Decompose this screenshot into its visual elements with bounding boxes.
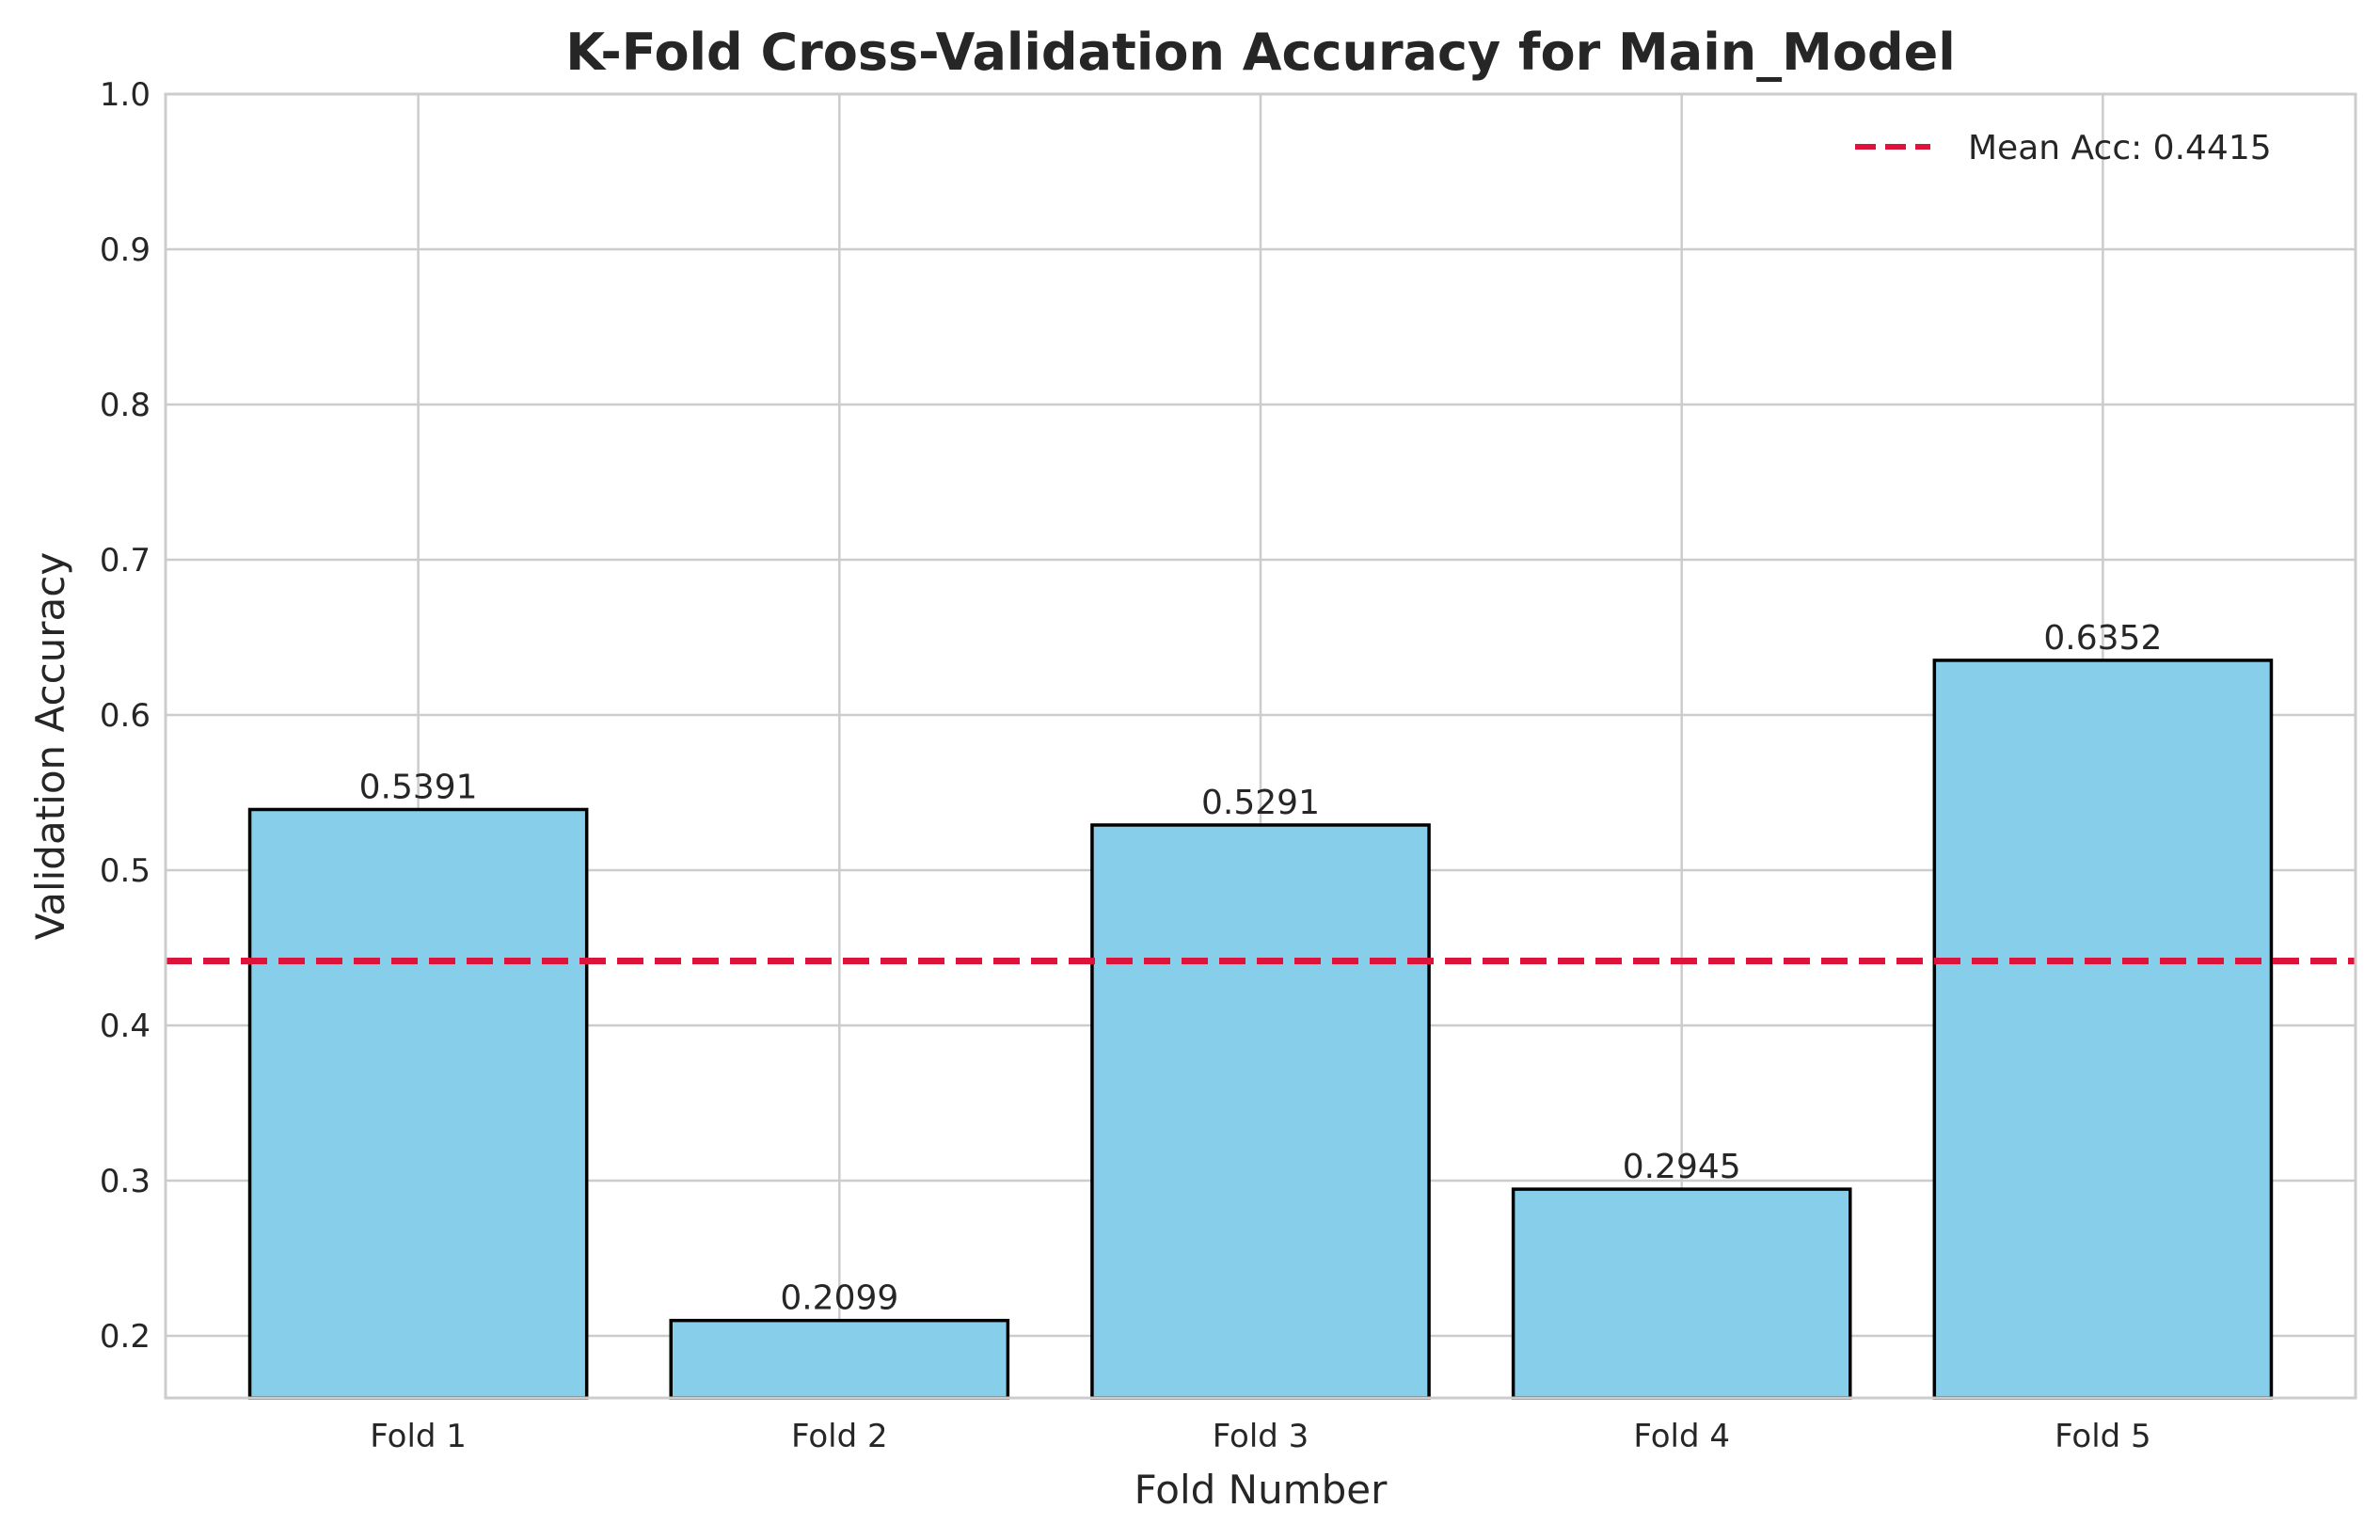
data-label-5: 0.6352: [2043, 619, 2162, 658]
chart-title: K-Fold Cross-Validation Accuracy for Mai…: [565, 23, 1956, 82]
bar-4: [1511, 1187, 1852, 1400]
y-tick-label: 0.2: [100, 1318, 151, 1356]
y-tick-label: 1.0: [100, 76, 151, 114]
x-tick-label: Fold 4: [1633, 1418, 1730, 1455]
x-axis-label: Fold Number: [1134, 1467, 1388, 1513]
data-label-4: 0.2945: [1623, 1148, 1741, 1186]
legend-label-mean: Mean Acc: 0.4415: [1968, 129, 2272, 167]
bar-2: [669, 1318, 1010, 1400]
y-tick-label: 0.9: [100, 231, 151, 269]
bar-5: [1932, 659, 2274, 1400]
y-tick-label: 0.6: [100, 697, 151, 735]
x-tick-label: Fold 1: [370, 1418, 467, 1455]
data-labels: 0.5391 0.2099 0.5291 0.2945 0.6352: [359, 619, 2163, 1318]
y-axis-label: Validation Accuracy: [27, 552, 73, 941]
bar-3: [1090, 823, 1431, 1400]
data-label-3: 0.5291: [1201, 784, 1320, 822]
x-tick-label: Fold 2: [791, 1418, 888, 1455]
data-label-1: 0.5391: [359, 768, 478, 806]
y-tick-label: 0.7: [100, 542, 151, 579]
y-tick-label: 0.5: [100, 852, 151, 890]
bar-1: [247, 807, 589, 1400]
plot-frame: [164, 92, 2357, 1400]
bars: [247, 659, 2274, 1400]
x-tick-label: Fold 3: [1213, 1418, 1309, 1455]
tick-labels: 0.2 0.3 0.4 0.5 0.6 0.7 0.8 0.9 1.0 Fold 1 Fold 2 F…: [100, 76, 2151, 1455]
x-tick-label: Fold 5: [2055, 1418, 2151, 1455]
y-tick-label: 0.8: [100, 387, 151, 424]
y-tick-label: 0.4: [100, 1008, 151, 1045]
legend: Mean Acc: 0.4415: [1855, 129, 2272, 167]
data-label-2: 0.2099: [780, 1279, 898, 1318]
y-tick-label: 0.3: [100, 1163, 151, 1200]
